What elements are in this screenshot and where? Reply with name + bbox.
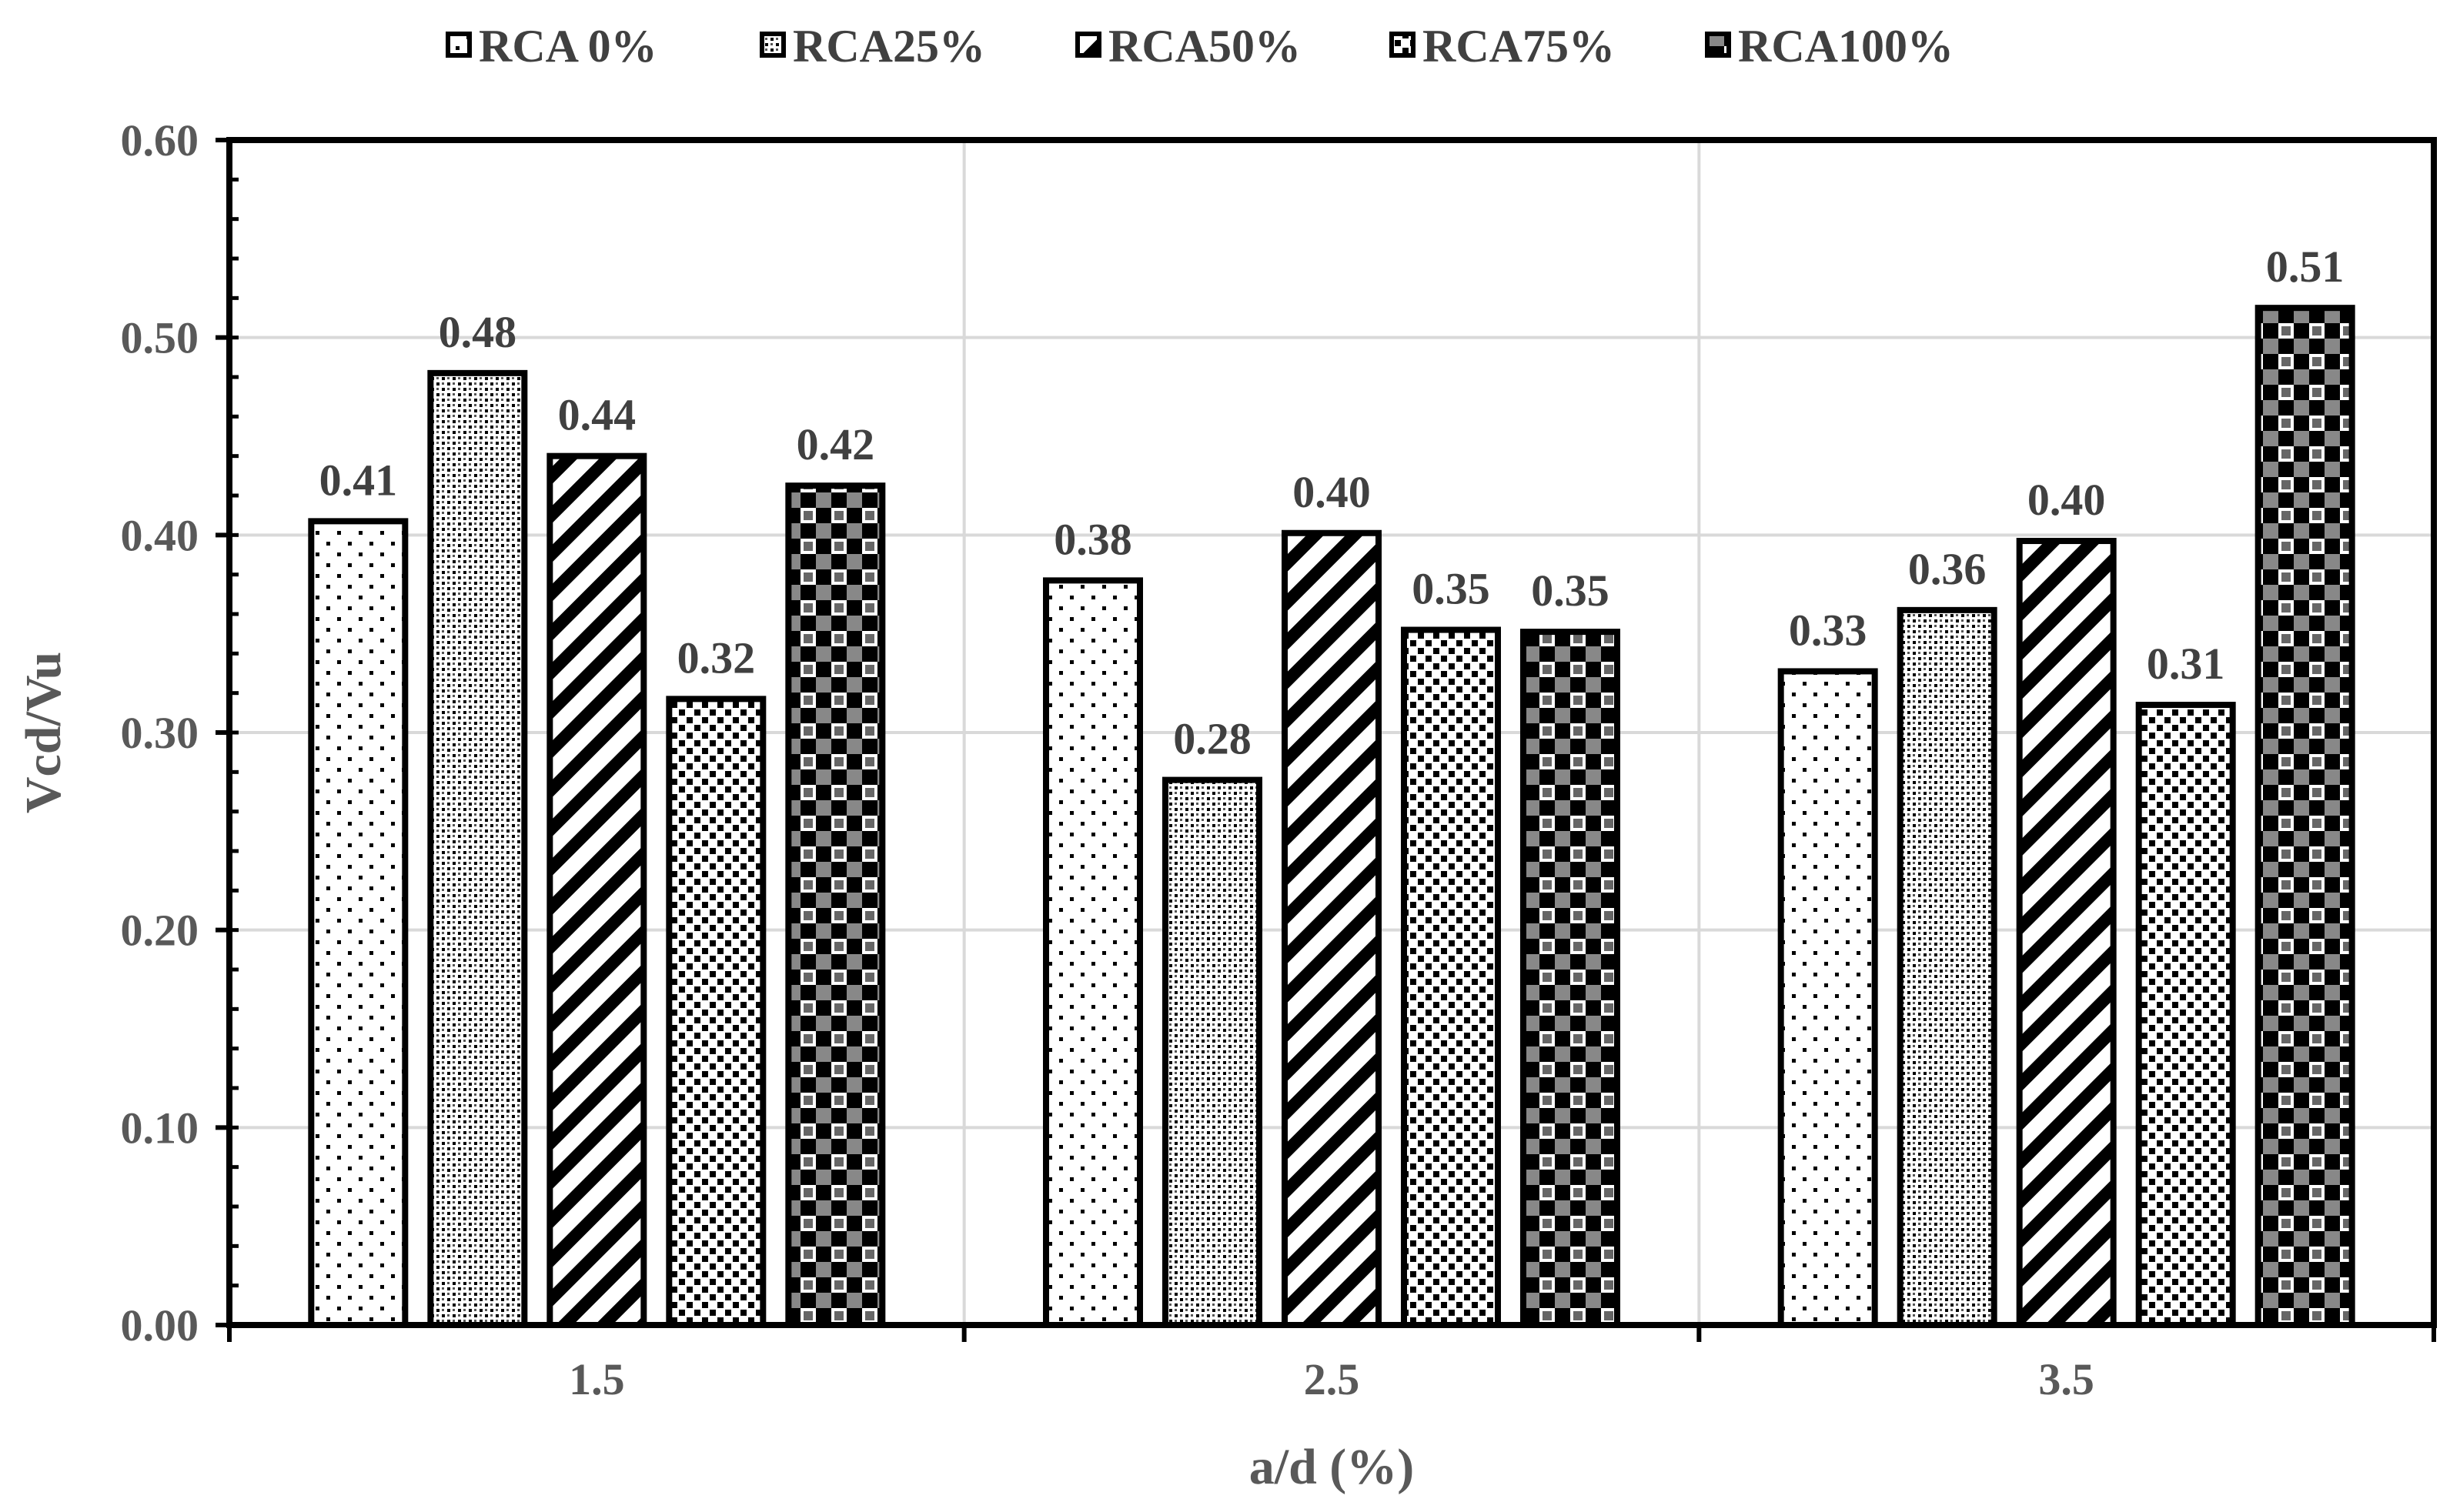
data-label: 0.41 [319,455,398,505]
data-label: 0.42 [797,419,875,469]
data-label: 0.40 [1292,467,1371,517]
data-label: 0.44 [558,390,637,440]
legend-label: RCA50% [1108,21,1301,72]
legend-swatch [446,32,472,58]
legend-swatch [1075,32,1101,58]
y-tick-label: 0.10 [121,1103,199,1153]
data-label: 0.32 [677,633,756,683]
data-label: 0.40 [2027,475,2106,525]
legend-swatch [1705,32,1731,58]
bar-rca25-2_5 [1162,776,1262,1328]
legend-label: RCA25% [793,21,985,72]
bar-rca0-3_5 [1777,668,1878,1328]
bar-rca100-1_5 [785,482,886,1329]
bar-rca50-3_5 [2016,538,2117,1328]
bar-rca100-3_5 [2254,305,2355,1329]
y-axis-title: Vcd/Vu [15,652,72,813]
bar-rca50-1_5 [546,452,647,1329]
data-label: 0.36 [1908,544,1987,594]
bar-rca75-3_5 [2135,702,2236,1328]
bar-rca0-2_5 [1043,577,1143,1328]
x-axis-title: a/d (%) [1249,1439,1415,1495]
legend-label: RCA75% [1422,21,1615,72]
bars [308,305,2355,1329]
data-label: 0.48 [439,307,517,357]
legend-label: RCA100% [1738,21,1954,72]
data-label: 0.33 [1789,605,1867,655]
x-tick-label: 1.5 [569,1354,625,1404]
bar-rca0-1_5 [308,518,409,1328]
x-axis: 1.5 2.5 3.5 [227,1325,2436,1404]
legend: RCA 0% RCA25% RCA50% RCA75% RCA100% [446,21,1954,72]
legend-swatch [760,32,786,58]
bar-rca25-1_5 [427,369,528,1328]
data-label: 0.35 [1412,564,1490,614]
bar-rca100-2_5 [1520,629,1620,1328]
y-tick-label: 0.60 [121,115,199,165]
bar-rca75-1_5 [666,696,767,1328]
data-label: 0.31 [2147,639,2225,689]
data-label: 0.28 [1173,714,1252,764]
data-label: 0.51 [2266,242,2345,292]
data-label: 0.35 [1531,566,1609,616]
y-tick-label: 0.30 [121,708,199,758]
y-tick-label: 0.20 [121,906,199,956]
y-axis: 0.00 0.10 0.20 0.30 0.40 0.50 0.60 [121,115,239,1350]
y-tick-label: 0.50 [121,313,199,363]
data-label: 0.38 [1054,514,1132,564]
x-tick-label: 3.5 [2038,1354,2094,1404]
legend-label: RCA 0% [479,21,657,72]
bar-rca25-3_5 [1897,606,1997,1328]
x-tick-label: 2.5 [1304,1354,1360,1404]
y-tick-label: 0.40 [121,510,199,560]
legend-swatch [1389,32,1416,58]
y-tick-label: 0.00 [121,1300,199,1350]
bar-labels: 0.41 0.48 0.44 0.32 0.42 0.38 0.28 0.40 0.35 0.35… [319,242,2345,763]
bar-rca50-2_5 [1282,529,1382,1328]
bar-rca75-2_5 [1401,626,1501,1328]
